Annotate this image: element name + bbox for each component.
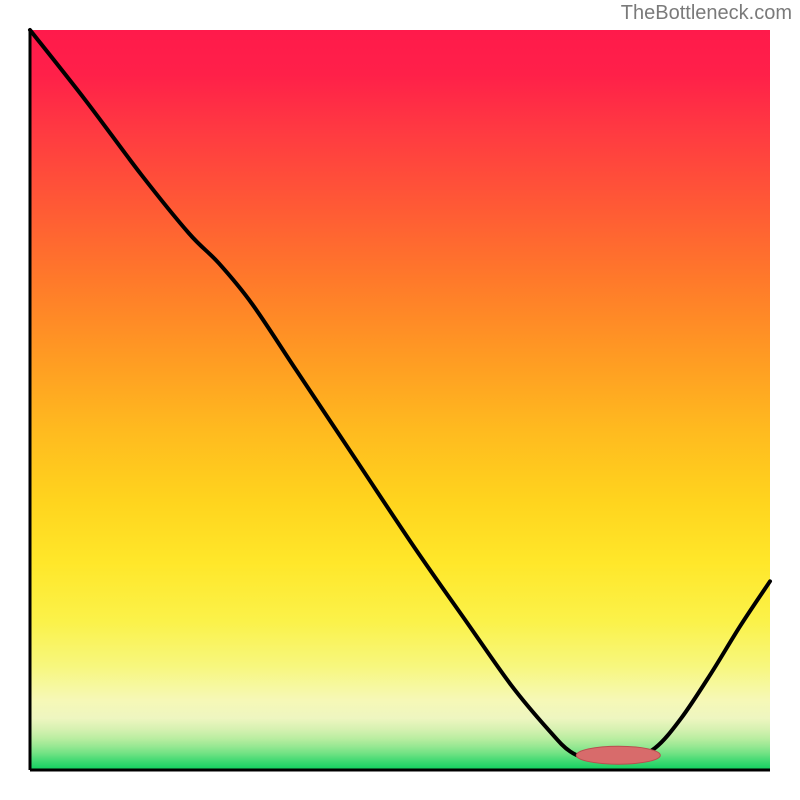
bottleneck-chart (0, 0, 800, 800)
chart-background (30, 30, 770, 770)
optimal-marker (576, 746, 660, 764)
watermark-text: TheBottleneck.com (621, 2, 792, 25)
chart-container: { "watermark_text": "TheBottleneck.com",… (0, 0, 800, 800)
